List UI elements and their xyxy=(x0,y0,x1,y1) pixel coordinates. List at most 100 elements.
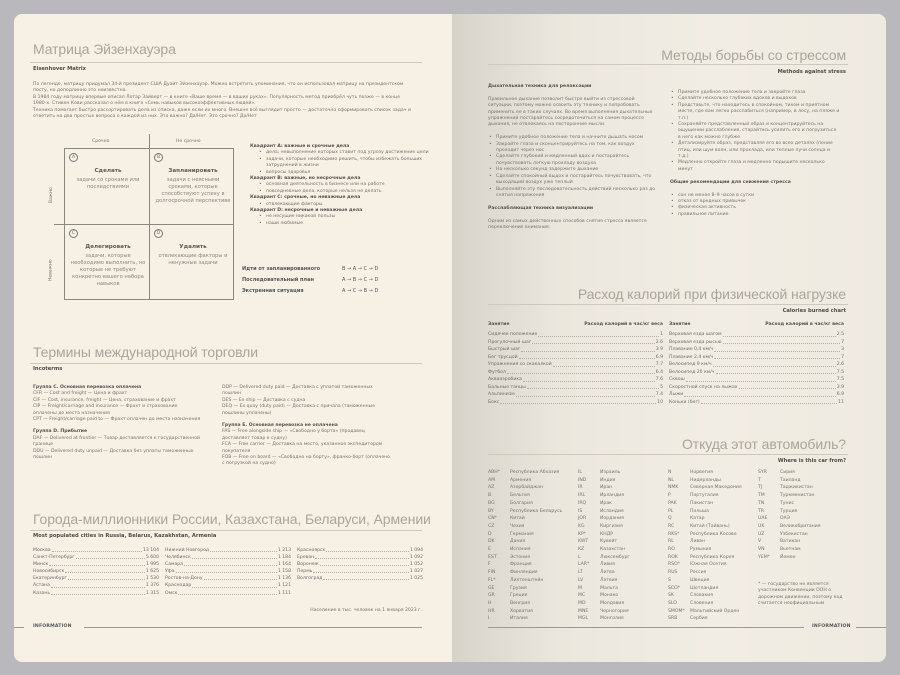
dot-leader xyxy=(684,391,836,397)
city-population: 13 104 xyxy=(142,548,159,553)
country-code: EST xyxy=(488,554,497,560)
car-code-row: L Люксембург xyxy=(578,554,668,562)
country-name: Таджикистан xyxy=(780,485,813,491)
cities-subtitle: Most populated cities in Russia, Belarus… xyxy=(33,533,217,539)
car-code-row: TN Тунис xyxy=(758,500,848,508)
country-name: Ирландия xyxy=(600,493,625,499)
car-code-row: JOR Иордания xyxy=(578,515,668,523)
city-population: 1 164 xyxy=(277,562,291,568)
country-name: Словакия xyxy=(690,593,714,599)
sequence-row: Идти от запланированного B → A → C → D xyxy=(242,264,378,275)
country-code: MNE xyxy=(578,608,589,614)
quadrant-b: Запланировать задачи с неясными сроками, … xyxy=(155,168,231,205)
footer-label: INFORMATION xyxy=(812,624,851,629)
quadrant-letter-icon: B xyxy=(154,153,163,162)
car-code-row: LV Латвия xyxy=(578,577,668,585)
country-code: UAE xyxy=(758,516,768,522)
country-code: PL xyxy=(668,508,674,514)
incoterm: FOB — Free on board — «Свободно на борту… xyxy=(222,455,390,467)
calories-row: Аквааэробика 7.6 xyxy=(488,376,663,384)
calories-value: 2.5 xyxy=(836,332,844,338)
calories-value: 2.6 xyxy=(655,339,663,345)
city-name: Екатеринбург xyxy=(33,576,67,582)
cities-table: Москва 13 104 Санкт-Петербург 5 600 Минск 1 9… xyxy=(33,547,423,597)
activity-name: Бокс xyxy=(488,399,500,405)
footer-label: INFORMATION xyxy=(33,624,72,629)
country-code: RSO* xyxy=(668,562,681,568)
legend-item: наши любимые xyxy=(258,221,430,228)
car-code-row: NMK Северная Македония xyxy=(668,484,758,492)
country-name: Республика Корея xyxy=(690,554,735,560)
country-code: IRQ xyxy=(578,500,587,506)
calories-row: Футбол 6.4 xyxy=(488,369,663,377)
country-name: Южная Осетия xyxy=(690,562,727,568)
country-code: RL xyxy=(668,539,674,545)
quadrant-c: Делегировать задачи, которые необходимо в… xyxy=(70,244,146,288)
dot-leader xyxy=(738,384,836,390)
car-code-row: ROK Республика Корея xyxy=(668,554,758,562)
calories-value: 10 xyxy=(657,399,663,405)
incoterm: DDP — Delivered duty paid — Доставка с у… xyxy=(222,385,373,397)
calories-row: Альпинизм 7.4 xyxy=(488,391,663,399)
car-code-row: FIN Финляндия xyxy=(488,569,578,577)
country-name: Италия xyxy=(510,616,528,622)
activity-name: Сквош xyxy=(669,377,685,383)
car-code-row: MD Молдавия xyxy=(578,600,668,608)
country-code: CZ xyxy=(488,523,495,529)
car-code-row: SCO* Шотландия xyxy=(668,585,758,593)
car-code-row: CN* Китай xyxy=(488,515,578,523)
calories-value: 7.5 xyxy=(836,369,844,375)
country-code: SYR xyxy=(758,470,767,475)
car-code-row: UAE ОАЭ xyxy=(758,515,848,523)
dot-leader xyxy=(326,547,409,553)
city-row: Омск 1 111 xyxy=(165,590,291,597)
divider xyxy=(488,304,848,305)
incoterms-subtitle: Incoterms xyxy=(33,366,63,372)
divider xyxy=(30,363,422,364)
city-row: Воронеж 1 052 xyxy=(297,561,423,568)
city-row: Астана 1 376 xyxy=(33,582,159,589)
car-code-row: TM Туркменистан xyxy=(758,492,848,500)
paragraph: По легенде, матрицу придумал 34-й презид… xyxy=(33,82,404,94)
country-code: M xyxy=(578,585,582,591)
country-code: YEM* xyxy=(758,554,770,560)
quadrant-title: Запланировать xyxy=(168,168,218,174)
dot-leader xyxy=(500,399,657,405)
list-item: Сделайте несколько глубоких вдохов и выд… xyxy=(670,96,840,103)
city-row: Москва 13 104 xyxy=(33,547,159,554)
sequence-order: A → B → C → D xyxy=(342,277,379,283)
city-name: Новосибирск xyxy=(33,569,65,575)
country-code: VN xyxy=(758,547,765,553)
car-code-row: N Норвегия xyxy=(668,469,758,477)
car-codes-column: SYR Сирия T Таиланд TJ Таджикистан TM Туркменис… xyxy=(758,469,848,623)
car-code-row: HR Хорватия xyxy=(488,608,578,616)
country-name: Латвия xyxy=(600,577,618,583)
country-name: Молдавия xyxy=(600,600,625,606)
quadrant-text: задачи с неясными сроками, которые спосо… xyxy=(155,177,231,204)
calories-value: 6.4 xyxy=(655,369,663,375)
car-code-row: ABH* Республика Абхазия xyxy=(488,469,578,477)
dot-leader xyxy=(532,339,655,345)
city-name: Челябинск xyxy=(165,555,191,561)
country-code: LV xyxy=(578,577,584,583)
country-code: PAK xyxy=(668,500,677,506)
cars-footnote: * — государство не является участником К… xyxy=(758,582,843,607)
car-code-row: KZ Казахстан xyxy=(578,546,668,554)
country-name: Узбекистан xyxy=(780,531,808,537)
country-name: Казахстан xyxy=(600,547,626,553)
dot-leader xyxy=(191,554,277,560)
cars-subtitle: Where is this car from? xyxy=(777,458,846,464)
country-code: MD xyxy=(578,600,586,606)
country-name: Эстония xyxy=(510,554,530,560)
paragraph: В 1984 году матрицу впервые описал Лотар… xyxy=(33,94,401,107)
car-code-row: SLO Словения xyxy=(668,600,758,608)
left-page: Матрица Эйзенхауэра Eisenhover Matrix По… xyxy=(14,14,452,662)
country-name: Норвегия xyxy=(690,470,713,475)
country-name: Сирия xyxy=(780,470,795,475)
country-name: Мальтийский Орден xyxy=(690,608,740,614)
list-item: Сделайте спокойный выдох и постарайтесь … xyxy=(488,174,658,187)
city-row: Челябинск 1 184 xyxy=(165,554,291,561)
country-name: Венгрия xyxy=(510,600,531,606)
activity-name: Велосипед 20 км/ч xyxy=(669,369,715,375)
country-name: Тунис xyxy=(780,500,795,506)
